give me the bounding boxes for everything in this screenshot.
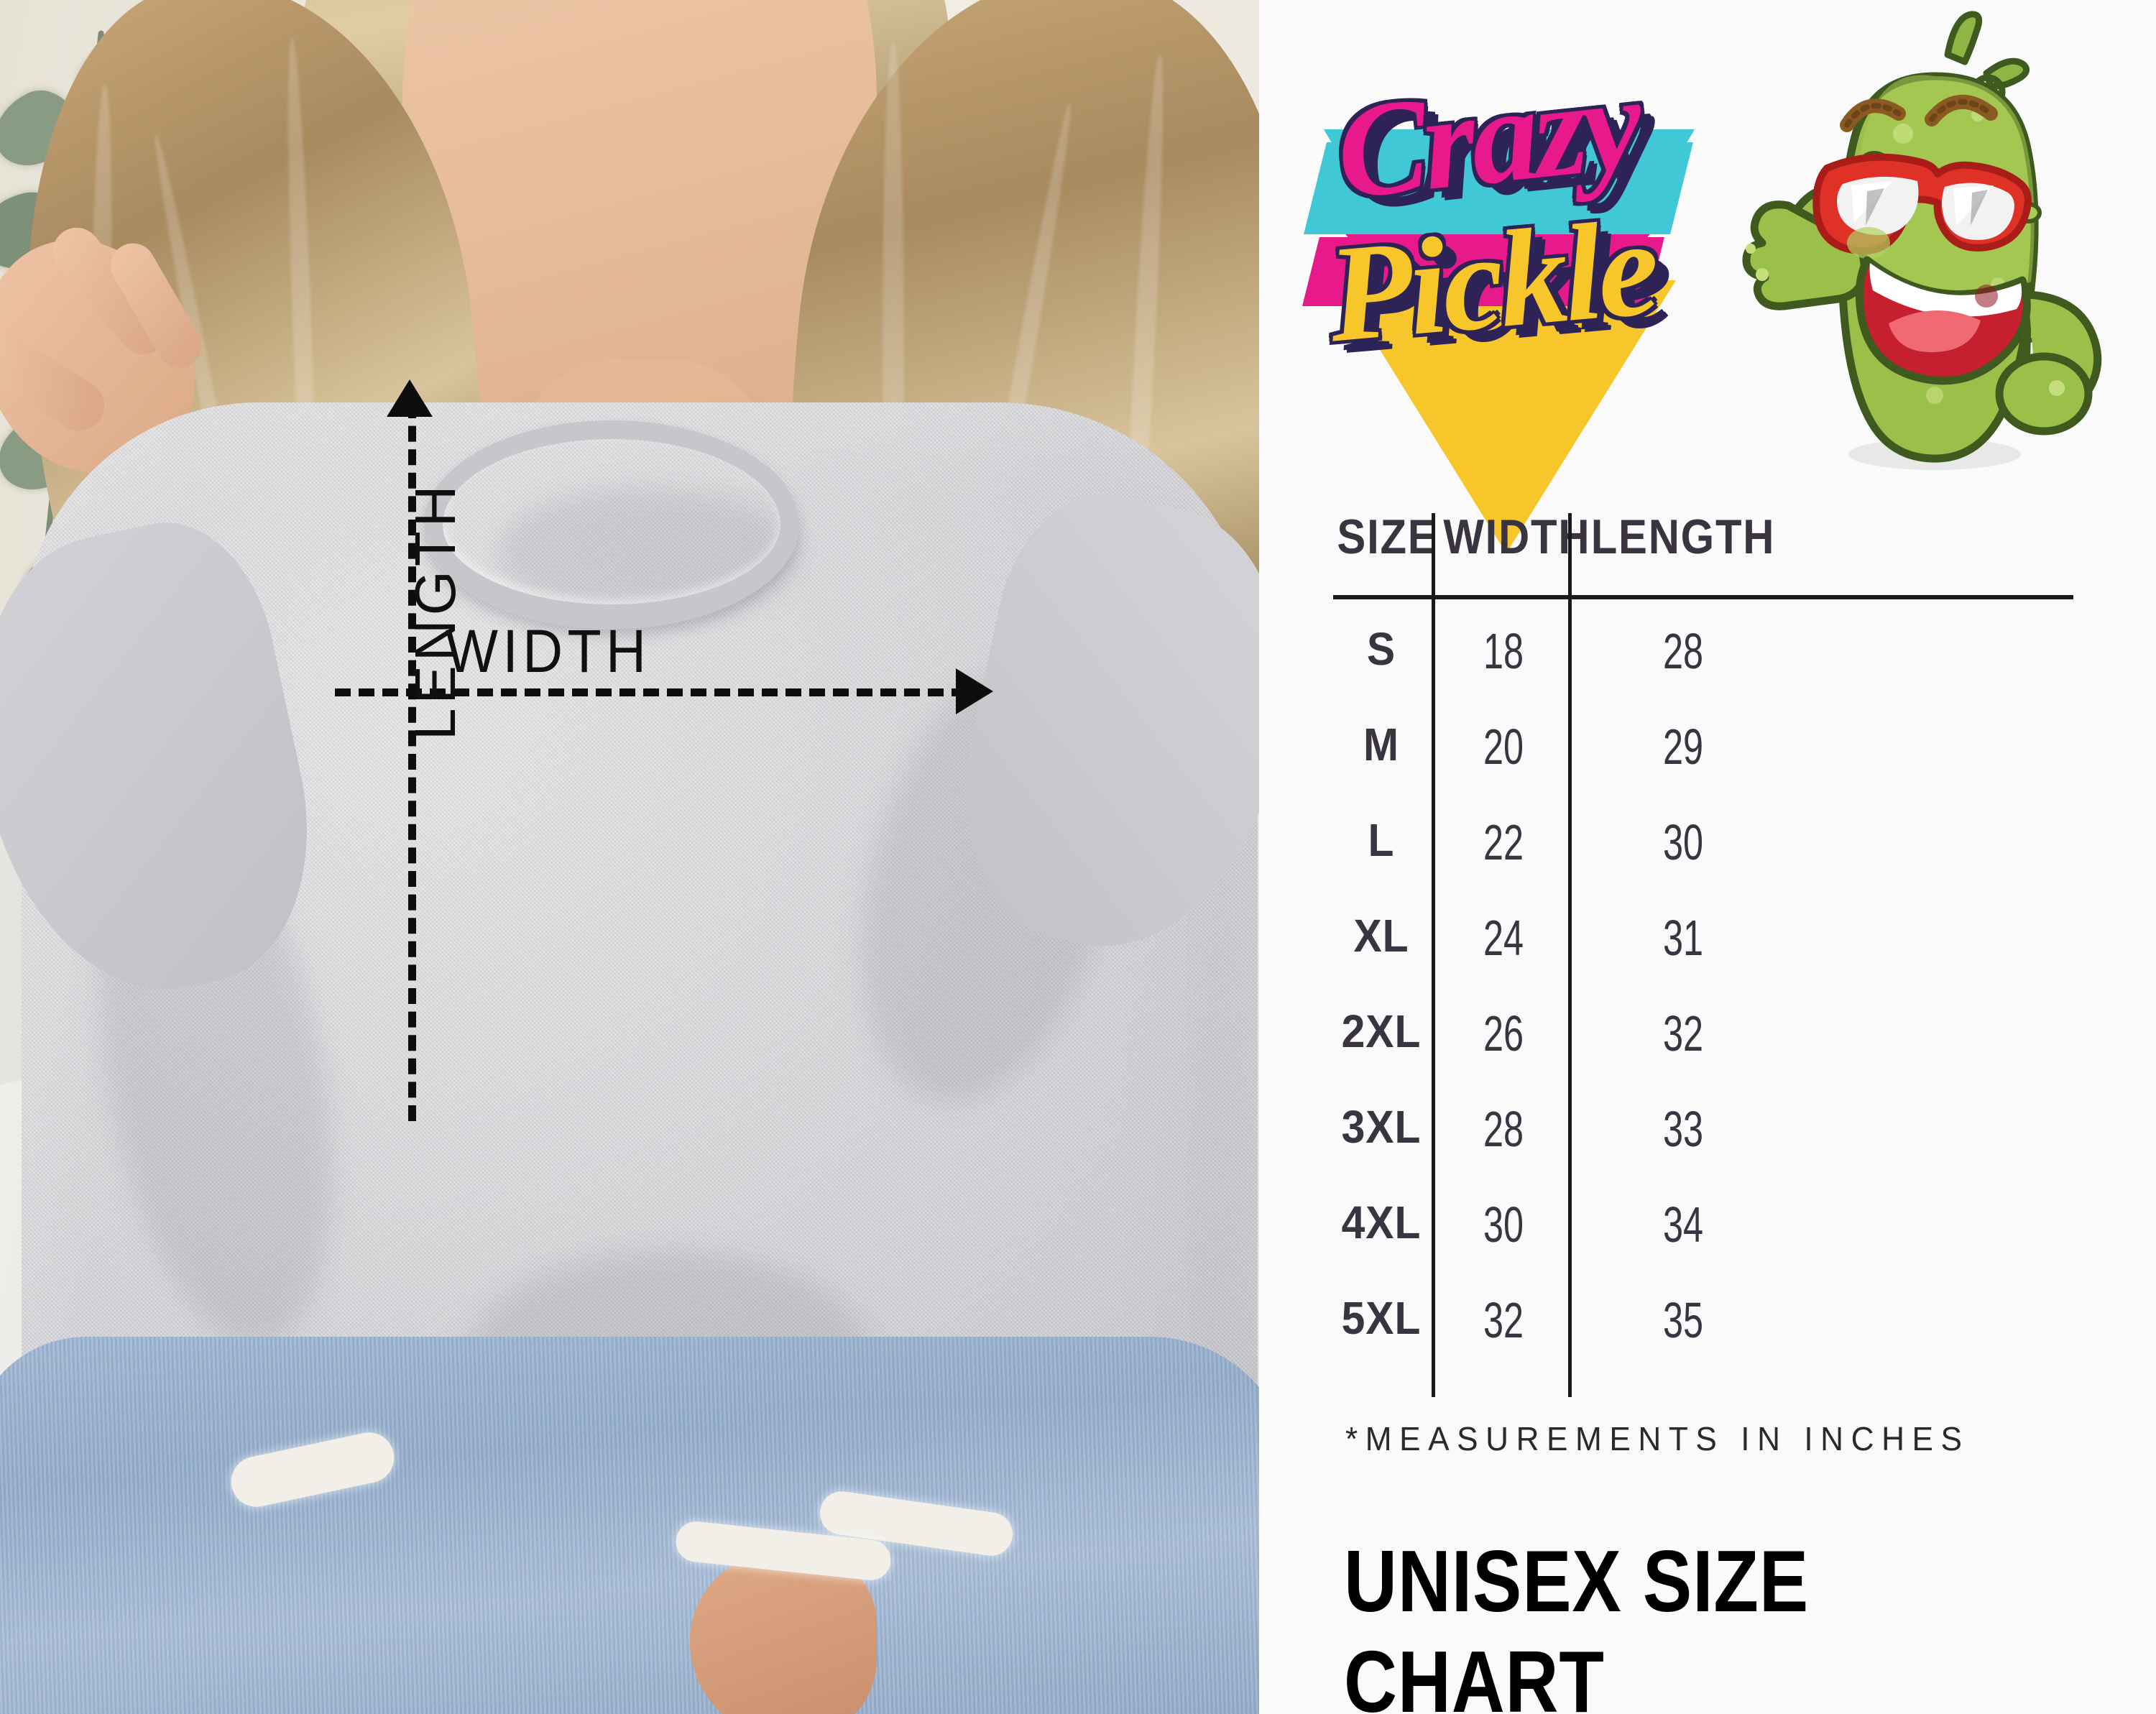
- tshirt-collar: [424, 420, 799, 629]
- cell-length: 31: [1662, 910, 1704, 966]
- cell-width: 32: [1483, 1292, 1524, 1348]
- cell-length: 35: [1662, 1292, 1704, 1348]
- logo-word-pickle: Pickle: [1322, 190, 1661, 372]
- column-header-width: WIDTH: [1443, 510, 1591, 564]
- table-row: 3XL 28 33: [1331, 1089, 2089, 1184]
- model-photo: WIDTH LENGTH: [0, 0, 1259, 1714]
- length-arrow-icon: [387, 379, 433, 417]
- cell-length: 33: [1662, 1101, 1704, 1157]
- cell-length: 34: [1662, 1197, 1704, 1253]
- table-row: 2XL 26 32: [1331, 993, 2089, 1089]
- table-row: 5XL 32 35: [1331, 1280, 2089, 1376]
- cell-length: 28: [1662, 623, 1704, 679]
- page-title: UNISEX SIZE CHART: [1344, 1532, 1810, 1714]
- cell-width: 20: [1483, 719, 1524, 775]
- table-row: M 20 29: [1331, 706, 2089, 802]
- column-divider-1: [1432, 513, 1435, 1397]
- cell-width: 24: [1483, 910, 1524, 966]
- cell-length: 29: [1662, 719, 1704, 775]
- cell-width: 28: [1483, 1101, 1524, 1157]
- column-header-length: LENGTH: [1590, 510, 1776, 564]
- cell-width: 30: [1483, 1197, 1524, 1253]
- measurement-note: *MEASUREMENTS IN INCHES: [1345, 1420, 1970, 1457]
- cell-width: 22: [1483, 814, 1524, 870]
- cell-size: S: [1366, 623, 1396, 675]
- length-label: LENGTH: [403, 481, 467, 741]
- pickle-mascot-icon: [1742, 11, 2102, 470]
- table-body: S 18 28 M 20 29 L 22 30 XL 24 31: [1331, 611, 2089, 1376]
- cell-width: 26: [1483, 1005, 1524, 1061]
- width-arrow-icon: [956, 668, 993, 714]
- header-divider: [1333, 595, 2073, 599]
- crazy-pickle-logo: Crazy Pickle: [1302, 22, 1735, 553]
- width-label: WIDTH: [446, 617, 651, 685]
- table-row: S 18 28: [1331, 611, 2089, 706]
- table-row: XL 24 31: [1331, 898, 2089, 993]
- cell-length: 30: [1662, 814, 1704, 870]
- cell-size: XL: [1353, 910, 1409, 962]
- table-header-row: SIZE WIDTH LENGTH: [1331, 503, 2089, 595]
- table-row: 4XL 30 34: [1331, 1184, 2089, 1280]
- size-table: SIZE WIDTH LENGTH S 18 28 M 20 29: [1331, 503, 2089, 1401]
- jeans: [0, 1337, 1259, 1714]
- length-measure-line: [408, 402, 416, 1121]
- column-divider-2: [1568, 513, 1572, 1397]
- table-row: L 22 30: [1331, 802, 2089, 898]
- brand-header: Crazy Pickle: [1259, 0, 2156, 553]
- cell-size: L: [1368, 814, 1395, 866]
- cell-size: M: [1363, 719, 1399, 770]
- cell-size: 3XL: [1341, 1101, 1422, 1153]
- cell-width: 18: [1483, 623, 1524, 679]
- width-measure-line: [335, 688, 967, 696]
- size-chart-card: Crazy Pickle: [1259, 0, 2156, 1714]
- cell-size: 5XL: [1341, 1292, 1422, 1344]
- cell-length: 32: [1662, 1005, 1704, 1061]
- column-header-size: SIZE: [1337, 510, 1438, 564]
- cell-size: 2XL: [1341, 1005, 1422, 1057]
- cell-size: 4XL: [1341, 1197, 1422, 1248]
